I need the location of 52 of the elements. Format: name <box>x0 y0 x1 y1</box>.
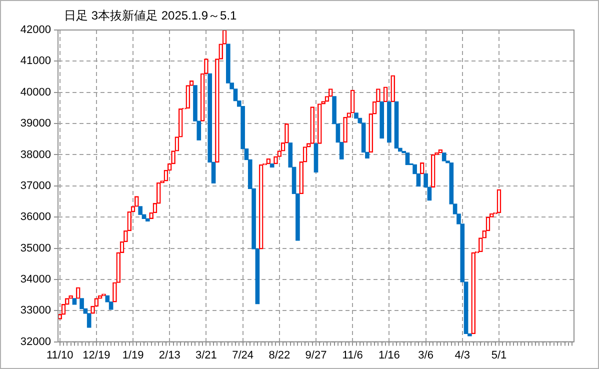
x-tick-label: 3/21 <box>196 349 217 362</box>
candlestick <box>438 149 443 154</box>
candlestick <box>134 196 139 207</box>
x-tick-label: 12/19 <box>82 349 110 362</box>
y-tick-label: 42000 <box>20 24 51 36</box>
candlestick <box>420 162 424 174</box>
y-tick-label: 41000 <box>20 55 51 68</box>
candlestick <box>310 106 314 144</box>
candlestick <box>387 101 392 143</box>
candlestick <box>318 104 322 144</box>
candlestick <box>306 143 311 148</box>
candlestick <box>390 75 396 102</box>
candlestick <box>314 143 318 173</box>
x-tick-label: 2/13 <box>158 349 180 362</box>
candlestick <box>496 189 502 214</box>
candlestick <box>215 58 220 163</box>
x-tick-label: 4/3 <box>454 349 470 362</box>
y-tick-label: 40000 <box>20 86 51 98</box>
x-tick-label: 9/27 <box>305 349 327 362</box>
candlestick <box>430 154 436 188</box>
candlestick <box>380 101 384 139</box>
y-tick-label: 39000 <box>20 118 51 130</box>
chart-title: 日足 3本抜新値足 2025.1.9～5.1 <box>64 8 238 22</box>
y-tick-label: 34000 <box>20 273 51 286</box>
candlestick <box>146 218 150 222</box>
candlestick <box>383 86 388 102</box>
candlestick <box>68 295 73 299</box>
y-tick-label: 35000 <box>20 242 51 254</box>
candlestick <box>394 101 399 148</box>
candlestick <box>266 158 271 164</box>
candlestick <box>471 252 476 334</box>
x-tick-label: 11/10 <box>46 349 74 362</box>
candlestick <box>442 152 446 162</box>
x-tick-label: 11/6 <box>342 349 363 362</box>
candlestick <box>350 90 355 114</box>
x-tick-label: 1/19 <box>122 349 144 362</box>
x-tick-label: 8/22 <box>268 349 290 362</box>
x-tick-label: 5/1 <box>491 349 507 362</box>
candlestick <box>258 164 264 250</box>
candlestick <box>354 112 358 119</box>
candlestick <box>478 238 483 252</box>
candlestick <box>138 206 142 215</box>
candlestick <box>405 152 410 166</box>
y-tick-label: 38000 <box>20 148 51 161</box>
x-tick-label: 7/24 <box>232 349 254 362</box>
y-tick-label: 33000 <box>20 304 51 317</box>
candlestick <box>76 287 80 299</box>
x-tick-label: 3/6 <box>418 349 434 362</box>
x-tick-label: 1/16 <box>378 349 400 362</box>
y-tick-label: 36000 <box>20 211 51 224</box>
y-tick-label: 32000 <box>20 336 51 348</box>
y-tick-label: 37000 <box>20 180 51 192</box>
